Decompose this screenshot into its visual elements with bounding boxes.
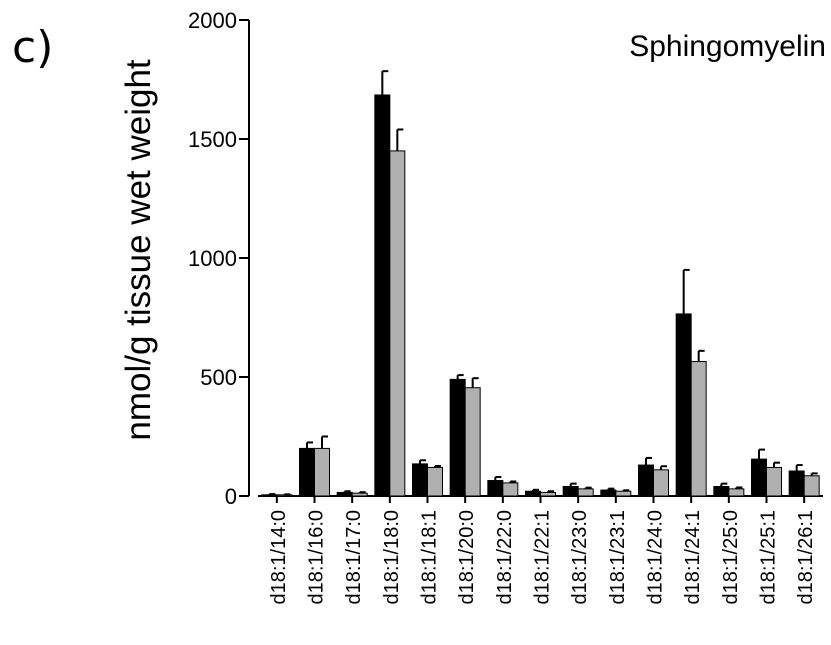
x-tick-label: d18:1/22:1 <box>532 510 554 605</box>
x-tick-label: d18:1/23:1 <box>607 510 629 605</box>
bar <box>314 447 330 497</box>
bar <box>389 150 406 497</box>
category-labels: d18:1/14:0 d18:1/16:0 d18:1/17:0 d18:1/18:0… <box>268 510 817 605</box>
bar <box>374 94 391 497</box>
bar <box>600 489 617 497</box>
x-tick-label: d18:1/18:1 <box>419 510 441 605</box>
y-tick-label: 0 <box>225 484 237 509</box>
bar <box>487 480 504 497</box>
panel-label: c) <box>12 22 53 73</box>
bar <box>502 482 519 497</box>
bar <box>638 464 654 497</box>
x-tick-label: d18:1/16:0 <box>306 510 328 605</box>
bar <box>540 491 556 497</box>
bar <box>336 491 353 497</box>
bar <box>427 466 443 497</box>
error-bars <box>268 70 818 496</box>
x-tick-label: d18:1/26:1 <box>795 510 817 605</box>
x-tick-label: d18:1/25:1 <box>758 510 780 605</box>
y-axis: 0 500 1000 1500 2000 <box>188 8 250 509</box>
y-tick-label: 1000 <box>188 246 237 271</box>
bar <box>449 378 466 497</box>
bar <box>803 475 820 497</box>
bar <box>675 313 692 497</box>
bars <box>261 94 820 497</box>
x-tick-label: d18:1/24:1 <box>682 510 704 605</box>
x-tick-label: d18:1/25:0 <box>720 510 742 605</box>
bar <box>751 458 767 497</box>
y-tick-label: 500 <box>200 365 237 390</box>
bar <box>788 470 805 497</box>
bar <box>562 485 579 497</box>
y-tick-label: 2000 <box>188 8 237 33</box>
bar <box>412 463 428 497</box>
y-axis-label: nmol/g tissue wet weight <box>119 59 158 441</box>
bar <box>525 490 541 497</box>
bar <box>351 492 368 497</box>
x-tick-label: d18:1/22:0 <box>494 510 516 605</box>
x-tick-label: d18:1/24:0 <box>645 510 667 605</box>
bar <box>690 361 707 497</box>
x-tick-label: d18:1/17:0 <box>343 510 365 605</box>
bar <box>653 469 669 497</box>
chart-title: Sphingomyelin <box>629 30 826 63</box>
bar <box>728 488 745 497</box>
bar <box>577 488 594 497</box>
x-tick-label: d18:1/14:0 <box>268 510 290 605</box>
x-axis <box>258 495 823 503</box>
bar <box>766 466 782 497</box>
bar <box>464 387 481 497</box>
x-tick-label: d18:1/23:0 <box>569 510 591 605</box>
bar <box>713 485 730 497</box>
bar <box>299 447 315 497</box>
x-tick-label: d18:1/20:0 <box>456 510 478 605</box>
y-tick-label: 1500 <box>188 127 237 152</box>
bar <box>615 490 632 497</box>
x-tick-label: d18:1/18:0 <box>381 510 403 605</box>
